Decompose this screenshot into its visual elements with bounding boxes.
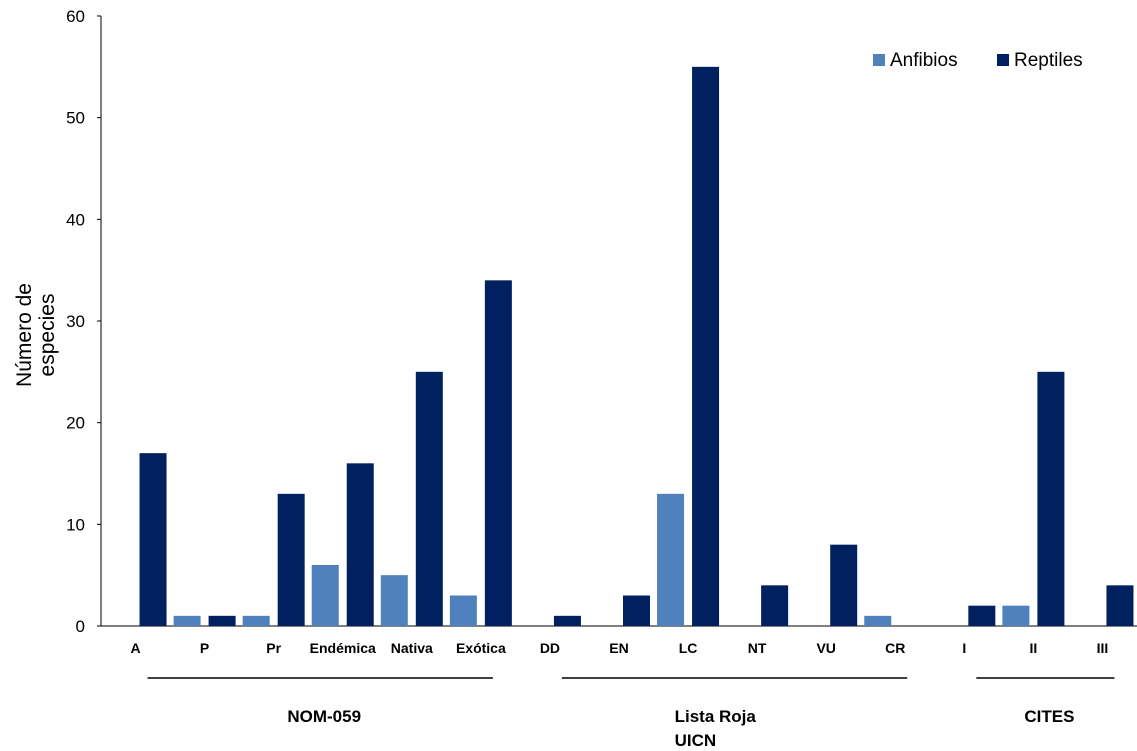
y-tick-label: 40 [66,210,85,229]
legend-label-anfibios: Anfibios [890,50,958,71]
legend-swatch-reptiles [997,54,1009,66]
bar-anfibios-pr [242,615,270,626]
x-tick-label: A [130,640,140,656]
y-axis-label: Número deespecies [13,283,59,387]
bar-anfibios-lc [657,493,685,626]
x-tick-label: P [200,640,209,656]
y-tick-label: 60 [66,7,85,26]
y-tick-label: 50 [66,109,85,128]
group-label-line: NOM-059 [287,707,361,726]
bar-anfibios-exótica [449,595,477,626]
x-tick-label: III [1097,640,1109,656]
bar-reptiles-p [208,615,236,626]
bar-anfibios-nativa [380,575,408,626]
bar-reptiles-lc [692,66,720,627]
chart-labels: A P Pr Endémica Nativa Exótica DD EN LC NT VU CR I II… [130,640,1115,750]
group-label: CITES [1024,707,1074,726]
chart-bars [139,66,1134,627]
bar-reptiles-nt [761,585,789,626]
legend-swatch-anfibios [873,54,885,66]
legend-label-reptiles: Reptiles [1014,50,1083,71]
bar-anfibios-endémica [311,565,339,626]
y-tick-label: 10 [66,515,85,534]
bar-reptiles-ii [1037,371,1065,626]
y-tick-label: 30 [66,312,85,331]
group-label: NOM-059 [287,707,361,726]
y-tick-label: 20 [66,414,85,433]
x-tick-label: CR [885,640,905,656]
x-tick-label: Endémica [310,640,376,656]
bar-anfibios-p [173,615,201,626]
x-tick-label: DD [540,640,560,656]
bar-anfibios-cr [864,615,892,626]
bar-reptiles-endémica [346,463,374,626]
x-tick-label: NT [748,640,767,656]
bar-reptiles-iii [1106,585,1134,626]
x-tick-label: Exótica [456,640,506,656]
bar-reptiles-nativa [415,371,443,626]
x-tick-label: Pr [266,640,281,656]
bar-reptiles-i [968,605,996,626]
chart-axes: 0 10 20 30 40 50 60 Número deespecies [13,7,1137,636]
bar-reptiles-dd [553,615,581,626]
bar-reptiles-vu [830,544,858,626]
x-tick-label: LC [679,640,698,656]
bar-reptiles-en [623,595,650,626]
bar-reptiles-a [139,453,167,626]
x-tick-label: VU [816,640,835,656]
bar-reptiles-exótica [484,280,512,626]
x-tick-label: EN [609,640,628,656]
x-tick-label: I [962,640,966,656]
group-label-line: UICN [675,731,717,750]
bar-anfibios-ii [1002,605,1030,626]
group-label-line: CITES [1024,707,1074,726]
x-tick-label: Nativa [391,640,433,656]
group-label: Lista Roja UICN [675,707,757,750]
y-tick-label: 0 [76,617,85,636]
y-axis-label-line: Número de [13,283,36,387]
bar-reptiles-pr [277,493,305,626]
group-label-line: Lista Roja [675,707,757,726]
x-tick-label: II [1030,640,1038,656]
y-axis-label-line: especies [36,294,59,377]
chart-legend: Anfibios Reptiles [873,50,1083,71]
